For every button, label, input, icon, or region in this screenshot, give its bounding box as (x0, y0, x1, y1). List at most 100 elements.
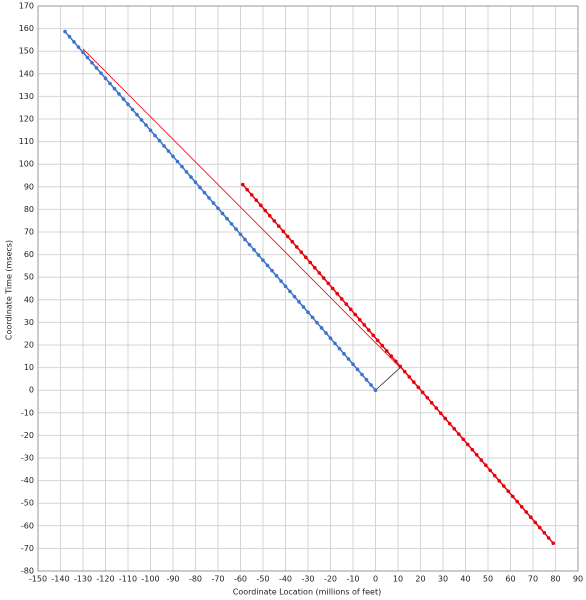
point (510, 494, 515, 499)
point (258, 203, 263, 208)
x-tick-label: -140 (51, 575, 69, 584)
y-tick-label: 150 (19, 47, 34, 56)
point (373, 388, 378, 393)
point (407, 375, 412, 379)
point (180, 164, 184, 169)
x-tick-label: -30 (301, 575, 314, 584)
y-axis-label: Coordinate Time (msecs) (5, 240, 14, 340)
point (420, 390, 425, 395)
point (474, 453, 479, 457)
point (171, 154, 175, 159)
y-tick-label: 100 (19, 160, 34, 169)
series-line (64, 31, 377, 391)
point (252, 248, 256, 252)
point (351, 362, 355, 367)
y-tick-label: 0 (29, 386, 34, 395)
point (342, 352, 346, 356)
y-tick-label: 110 (19, 137, 34, 146)
point (297, 300, 301, 304)
point (99, 71, 103, 75)
x-tick-label: -100 (141, 575, 159, 584)
point (411, 380, 416, 384)
point (375, 338, 380, 343)
point (389, 354, 394, 358)
point (479, 458, 484, 462)
point (533, 520, 538, 525)
point (324, 331, 328, 335)
x-tick-label: 80 (550, 575, 560, 584)
point (274, 274, 279, 278)
point (301, 305, 306, 309)
point (346, 357, 351, 361)
x-tick-label: 10 (393, 575, 403, 584)
y-tick-label: 90 (24, 182, 34, 191)
x-tick-label: 90 (573, 575, 583, 584)
point (357, 317, 362, 322)
point (364, 378, 369, 382)
point (121, 97, 126, 101)
point (90, 60, 94, 65)
point (189, 175, 193, 179)
x-tick-label: -150 (29, 575, 47, 584)
y-tick-label: -10 (21, 408, 34, 417)
point (279, 279, 283, 283)
point (308, 260, 313, 265)
point (452, 427, 457, 431)
x-tick-label: -20 (324, 575, 337, 584)
point (148, 128, 153, 133)
point (328, 336, 333, 341)
point (63, 29, 67, 34)
point (220, 211, 225, 216)
point (166, 149, 171, 153)
x-tick-label: 70 (528, 575, 538, 584)
point (337, 346, 342, 351)
point (126, 102, 130, 107)
point (144, 123, 148, 127)
series-line (242, 184, 554, 544)
y-tick-label: 80 (24, 205, 34, 214)
point (335, 291, 340, 296)
y-tick-label: 170 (19, 2, 34, 11)
point (333, 341, 337, 346)
y-tick-label: 40 (24, 295, 34, 304)
point (429, 401, 434, 405)
point (393, 359, 398, 364)
point (211, 201, 216, 205)
point (355, 367, 360, 372)
x-tick-label: -60 (234, 575, 247, 584)
y-tick-label: -30 (21, 454, 34, 463)
point (299, 250, 304, 254)
point (72, 40, 76, 44)
point (537, 525, 542, 530)
guide-line (82, 48, 401, 368)
point (501, 484, 506, 488)
x-tick-label: -70 (211, 575, 224, 584)
point (67, 34, 72, 39)
point (542, 531, 547, 535)
x-tick-label: 50 (483, 575, 493, 584)
y-tick-label: -70 (21, 544, 34, 553)
point (528, 515, 533, 520)
point (366, 328, 371, 332)
point (290, 239, 295, 244)
x-tick-label: 60 (505, 575, 515, 584)
point (461, 437, 466, 442)
point (315, 320, 319, 325)
x-tick-label: 20 (415, 575, 425, 584)
point (281, 229, 286, 234)
point (76, 45, 81, 49)
point (139, 118, 144, 122)
plot-border (37, 5, 579, 572)
point (312, 265, 317, 270)
point (184, 170, 189, 174)
point (234, 227, 238, 231)
point (85, 55, 90, 60)
point (317, 271, 322, 275)
point (447, 421, 452, 426)
point (207, 196, 211, 200)
point (515, 499, 520, 504)
point (263, 208, 268, 213)
point (353, 312, 358, 317)
point (285, 234, 290, 239)
